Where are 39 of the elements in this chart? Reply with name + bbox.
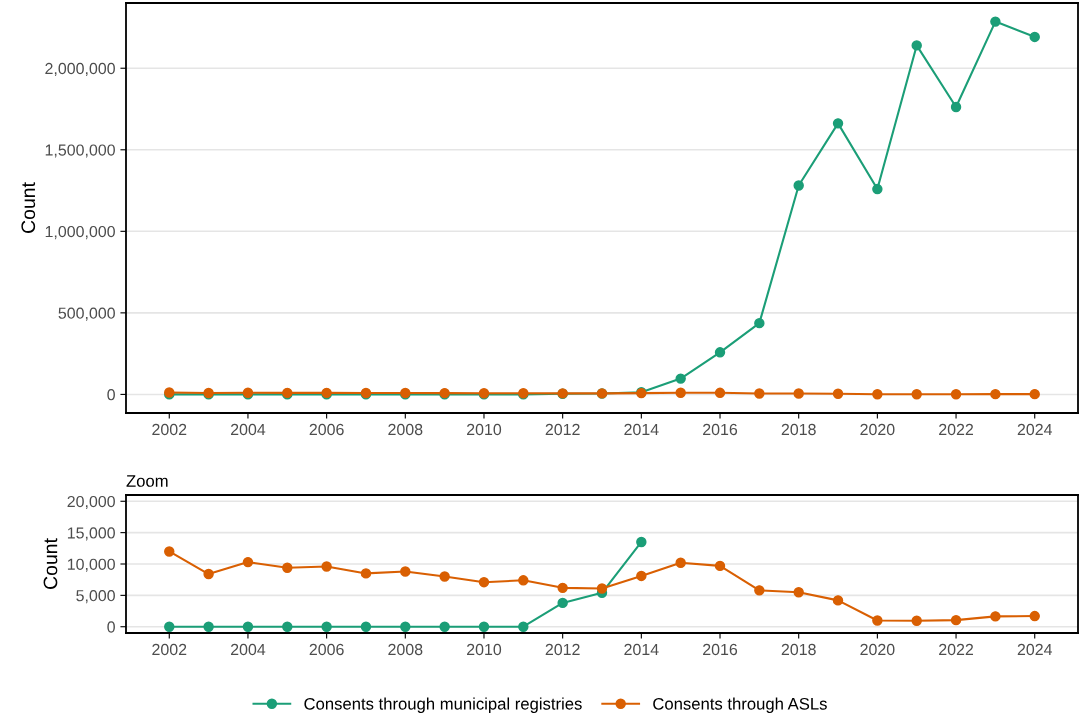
- y-axis-title: Count: [21, 182, 36, 233]
- x-tick-label: 2008: [388, 423, 423, 436]
- x-tick-label: 2018: [781, 643, 816, 656]
- x-tick-label: 2002: [152, 643, 187, 656]
- y-tick-label: 15,000: [67, 527, 115, 541]
- y-tick-label: 0: [107, 389, 115, 401]
- y-axis-title: Count: [43, 538, 58, 589]
- y-tick-label: 2,000,000: [45, 62, 115, 77]
- y-tick-label: 5,000: [76, 590, 115, 604]
- x-tick-label: 2010: [467, 423, 502, 436]
- x-tick-label: 2022: [939, 423, 974, 436]
- y-tick-label: 500,000: [58, 307, 115, 321]
- x-tick-label: 2022: [939, 643, 974, 656]
- x-tick-label: 2012: [545, 643, 580, 656]
- x-tick-label: 2014: [624, 643, 659, 656]
- x-tick-label: 2002: [152, 423, 187, 436]
- x-tick-label: 2020: [860, 423, 895, 436]
- chart-title: Zoom: [126, 475, 168, 487]
- x-tick-label: 2010: [467, 643, 502, 656]
- x-tick-label: 2006: [309, 423, 344, 436]
- x-tick-label: 2004: [230, 643, 266, 656]
- y-tick-label: 10,000: [67, 558, 115, 572]
- x-tick-label: 2020: [860, 643, 895, 656]
- x-tick-label: 2012: [545, 423, 580, 436]
- x-tick-label: 2024: [1017, 423, 1053, 436]
- y-tick-label: 20,000: [67, 495, 115, 510]
- x-tick-label: 2008: [388, 643, 423, 656]
- legend-label: Consents through ASLs: [653, 697, 827, 713]
- y-tick-label: 1,000,000: [45, 225, 115, 240]
- x-tick-label: 2004: [230, 423, 266, 436]
- x-tick-label: 2006: [309, 643, 344, 656]
- x-tick-label: 2024: [1017, 643, 1053, 656]
- x-tick-label: 2014: [624, 423, 659, 436]
- legend-label: Consents through municipal registries: [304, 697, 582, 713]
- x-tick-label: 2016: [703, 423, 738, 436]
- x-tick-label: 2018: [781, 423, 816, 436]
- x-tick-label: 2016: [703, 643, 738, 656]
- y-tick-label: 0: [107, 621, 115, 633]
- y-tick-label: 1,500,000: [45, 144, 115, 158]
